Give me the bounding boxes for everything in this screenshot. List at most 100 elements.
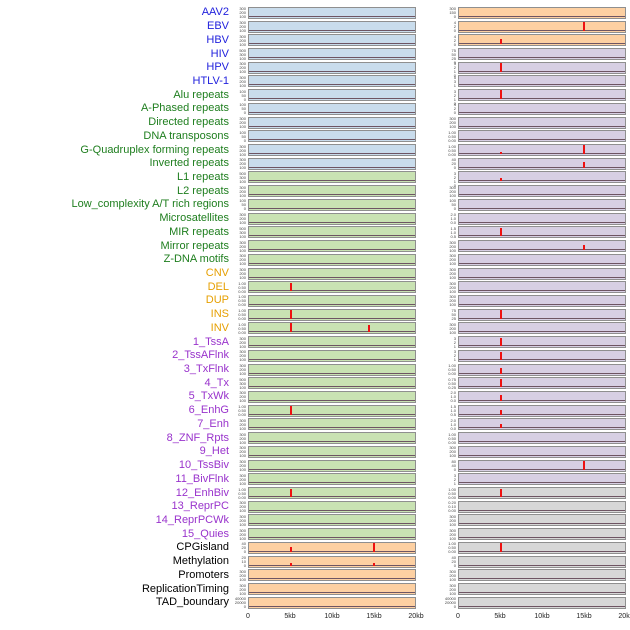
y-tick-label: 100 xyxy=(239,521,246,527)
row-label: A-Phased repeats xyxy=(140,102,229,115)
track-panel-left xyxy=(248,418,416,431)
y-tick-label: 0.0 xyxy=(450,398,456,404)
track-row: HBV 300 200 100 4 2 0 xyxy=(2,33,630,47)
row-label: AAV2 xyxy=(201,6,229,19)
signal-baseline xyxy=(249,139,415,141)
row-label: INS xyxy=(210,308,229,321)
signal-baseline xyxy=(249,180,415,182)
signal-baseline xyxy=(459,194,625,196)
signal-baseline xyxy=(249,262,415,264)
signal-baseline xyxy=(249,441,415,443)
y-axis-ticks: 300 200 100 xyxy=(442,569,458,581)
track-panel-right xyxy=(458,473,626,486)
y-tick-label: 100 xyxy=(449,302,456,308)
y-tick-label: 1.00 xyxy=(448,541,456,547)
track-panel-left xyxy=(248,157,416,170)
track-panel-right xyxy=(458,102,626,115)
signal-baseline xyxy=(459,550,625,552)
y-tick-label: 300 xyxy=(239,472,246,478)
y-tick-label: 100 xyxy=(239,425,246,431)
y-tick-label: 0 xyxy=(453,206,456,212)
track-row: HPV 300 200 100 3 2 1 0 xyxy=(2,61,630,78)
track-panel-right xyxy=(458,294,626,307)
y-tick-label: 3 xyxy=(453,349,456,355)
y-tick-label: 200 xyxy=(239,586,246,592)
row-label: DEL xyxy=(207,280,229,293)
y-axis-ticks: 300 200 100 xyxy=(234,446,248,458)
y-tick-label: 300 xyxy=(239,431,246,437)
y-axis-ticks: 20 10 0 xyxy=(234,555,248,568)
signal-baseline xyxy=(459,386,625,388)
y-axis-ticks: 300 200 100 xyxy=(234,7,248,19)
track-panel-right xyxy=(458,418,626,431)
track-row: 5_TxWk 300 200 100 2.0 1.0 0.0 xyxy=(2,390,630,404)
y-tick-label: 0 xyxy=(243,137,246,143)
y-axis-ticks: 2.0 1.0 0.0 xyxy=(442,391,458,404)
y-tick-label: 20000 xyxy=(444,600,456,606)
track-panel-right xyxy=(458,432,626,445)
y-tick-label: 1.00 xyxy=(448,363,456,369)
y-tick-label: 0.50 xyxy=(448,380,456,386)
track-row: ReplicationTiming 300 200 100 300 200 100 xyxy=(2,582,630,596)
y-tick-label: 4 xyxy=(453,33,456,39)
y-axis-ticks: 300 200 100 xyxy=(234,391,248,403)
track-panel-right xyxy=(458,322,626,335)
y-tick-label: 200 xyxy=(449,517,456,523)
y-tick-label: 1 xyxy=(453,480,456,486)
signal-baseline xyxy=(459,345,625,347)
y-tick-label: 1.00 xyxy=(238,280,246,286)
track-panel-left xyxy=(248,445,416,458)
y-tick-label: 20 xyxy=(241,555,246,561)
y-axis-ticks: 300 200 100 xyxy=(234,569,248,581)
y-tick-label: 3 xyxy=(453,170,456,176)
y-axis-ticks: 100 50 0 xyxy=(234,130,248,143)
y-tick-label: 200 xyxy=(449,271,456,277)
y-tick-label: 0.50 xyxy=(238,408,246,414)
row-label: HIV xyxy=(210,47,229,60)
y-tick-label: 40 xyxy=(241,541,246,547)
signal-baseline xyxy=(249,98,415,100)
row-label: MIR repeats xyxy=(169,225,229,238)
peak-marker xyxy=(499,395,502,401)
y-tick-label: 0 xyxy=(453,604,456,610)
track-row: G-Quadruplex forming repeats 300 200 100 1.0… xyxy=(2,143,630,157)
y-axis-ticks: 300 200 100 xyxy=(234,336,248,348)
signal-baseline xyxy=(459,564,625,566)
peak-marker xyxy=(368,324,371,333)
y-axis-ticks: 300 200 100 xyxy=(442,240,458,252)
y-tick-label: 0.50 xyxy=(238,325,246,331)
y-tick-label: 1 xyxy=(453,357,456,363)
y-tick-label: 1.5 xyxy=(450,404,456,410)
x-tick-label: 5kb xyxy=(494,612,506,620)
y-tick-label: 100 xyxy=(449,192,456,198)
y-axis-ticks: 500 300 100 xyxy=(234,377,248,389)
y-tick-label: 100 xyxy=(239,124,246,130)
y-tick-label: 0.50 xyxy=(238,490,246,496)
y-tick-label: 300 xyxy=(239,239,246,245)
signal-baseline xyxy=(459,139,625,141)
signal-baseline xyxy=(249,303,415,305)
peak-marker xyxy=(499,227,502,237)
row-label: L1 repeats xyxy=(177,170,229,183)
peak-marker xyxy=(499,410,502,415)
y-axis-ticks: 500 300 100 xyxy=(234,48,248,60)
peak-marker xyxy=(499,62,502,72)
y-axis-ticks: 300 200 100 xyxy=(234,472,248,485)
y-axis-ticks: 300 200 100 xyxy=(234,144,248,156)
track-row: 12_EnhBiv 1.00 0.50 0.00 1.00 0.50 0.00 xyxy=(2,486,630,500)
signal-baseline xyxy=(459,592,625,594)
y-tick-label: 20 xyxy=(241,545,246,551)
y-tick-label: 0 xyxy=(243,206,246,212)
row-label: TAD_boundary xyxy=(155,596,229,609)
row-label: Inverted repeats xyxy=(149,157,230,170)
peak-marker xyxy=(289,323,292,333)
row-label: HBV xyxy=(206,33,229,46)
y-tick-label: 3 xyxy=(453,472,456,478)
track-row: CNV 300 200 100 300 200 100 xyxy=(2,267,630,281)
track-panel-left xyxy=(248,144,416,157)
track-panel-left xyxy=(248,349,416,362)
y-tick-label: 100 xyxy=(239,261,246,267)
track-row: 13_ReprPC 300 200 100 0.20 0.10 0.00 xyxy=(2,500,630,514)
y-tick-label: 0 xyxy=(243,110,246,116)
peak-marker xyxy=(582,21,585,31)
